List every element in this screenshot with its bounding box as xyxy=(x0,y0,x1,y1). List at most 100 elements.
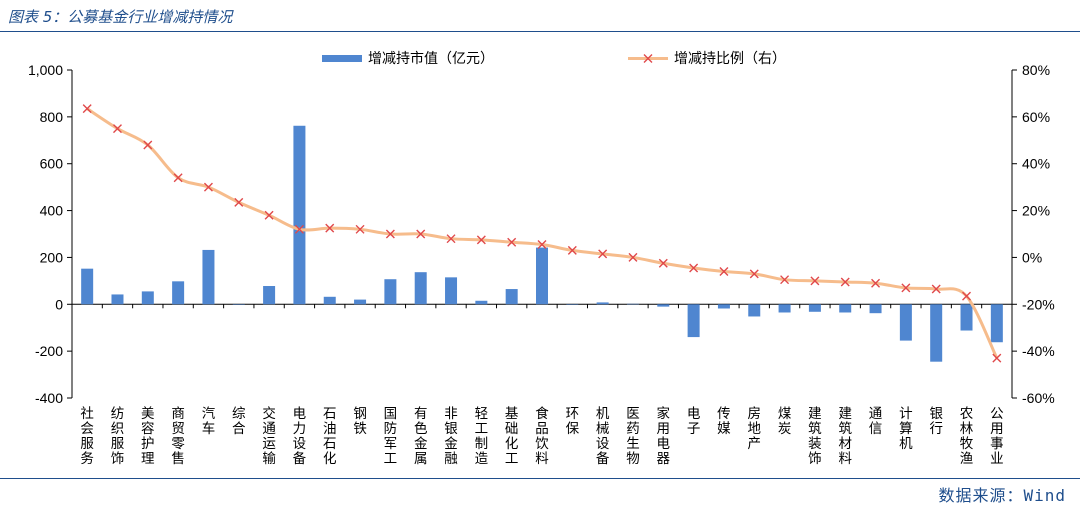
bar xyxy=(505,289,518,305)
chart-axes: -400 -200 0 200 400 600 800 1,000 -60% -40% -20% 0%… xyxy=(28,62,1055,406)
category-label: 电子 xyxy=(687,406,701,437)
right-tick-label: 0% xyxy=(1022,249,1042,265)
bar xyxy=(899,304,912,341)
category-label: 轻工制造 xyxy=(475,406,489,467)
category-label: 社会服务 xyxy=(80,406,94,467)
category-label: 银行 xyxy=(929,406,943,437)
right-tick-label: 20% xyxy=(1022,203,1050,219)
category-label: 钢铁 xyxy=(353,406,367,437)
category-label: 美容护理 xyxy=(141,406,155,467)
bar xyxy=(202,249,215,305)
line-point xyxy=(355,224,365,234)
line-point xyxy=(749,269,759,279)
line-point xyxy=(112,124,122,134)
bar xyxy=(263,286,276,305)
bar xyxy=(354,299,367,305)
legend-bar-swatch xyxy=(322,55,362,62)
legend: 增减持市值（亿元） 增减持比例（右） xyxy=(322,50,786,67)
line-point xyxy=(689,263,699,273)
left-tick-label: 0 xyxy=(55,296,63,312)
category-label: 电力设备 xyxy=(293,406,307,467)
category-label: 纺织服饰 xyxy=(111,406,125,467)
line-point xyxy=(82,104,92,114)
line-point xyxy=(992,353,1002,363)
bar xyxy=(839,304,852,313)
legend-line-marker xyxy=(643,54,653,63)
right-tick-label: -60% xyxy=(1022,390,1055,406)
bar xyxy=(566,304,579,305)
line-point xyxy=(810,276,820,286)
line-point xyxy=(476,235,486,245)
left-tick-label: 400 xyxy=(40,203,64,219)
category-label: 煤炭 xyxy=(778,406,792,437)
bottom-rule xyxy=(0,478,1080,479)
line-point xyxy=(385,229,395,239)
category-label: 房地产 xyxy=(748,406,762,452)
bar xyxy=(323,296,336,305)
line-point xyxy=(931,284,941,294)
right-tick-label: 60% xyxy=(1022,109,1050,125)
line-point xyxy=(446,234,456,244)
category-label: 环保 xyxy=(566,406,580,437)
line-series xyxy=(82,104,1002,363)
line-point xyxy=(871,278,881,288)
bar xyxy=(960,304,973,331)
category-label: 石油石化 xyxy=(323,406,337,467)
line-point xyxy=(507,237,517,247)
bar xyxy=(596,302,609,305)
category-label: 计算机 xyxy=(899,406,913,452)
category-label: 汽车 xyxy=(202,406,216,437)
bar xyxy=(414,272,427,305)
line-point xyxy=(658,258,668,268)
bar xyxy=(232,304,245,305)
bar xyxy=(778,304,791,313)
top-rule xyxy=(0,31,1080,32)
category-label: 国防军工 xyxy=(384,406,398,467)
line-point xyxy=(143,140,153,150)
line-point xyxy=(780,275,790,285)
bar xyxy=(445,277,458,305)
category-label: 通信 xyxy=(869,406,883,437)
figure-header: 图表 5：公募基金行业增减持情况 xyxy=(8,4,232,30)
line-point xyxy=(264,210,274,220)
bar xyxy=(81,268,94,305)
source-note: 数据来源：Wind xyxy=(938,486,1066,505)
bar xyxy=(626,303,639,305)
bar xyxy=(536,247,548,305)
category-label: 医药生物 xyxy=(626,406,640,467)
category-label: 家用电器 xyxy=(657,405,671,467)
category-label: 机械设备 xyxy=(596,406,610,467)
right-tick-label: 80% xyxy=(1022,62,1050,78)
bar xyxy=(475,300,488,305)
bar xyxy=(293,125,306,305)
figure-title: 图表 5：公募基金行业增减持情况 xyxy=(8,8,233,26)
line-point xyxy=(598,249,608,259)
category-label: 建筑材料 xyxy=(838,406,852,467)
line-point xyxy=(234,197,244,207)
line-point xyxy=(840,277,850,287)
bar xyxy=(384,279,397,305)
legend-bar-label: 增减持市值（亿元） xyxy=(368,50,494,67)
bar xyxy=(657,304,670,307)
right-tick-label: -20% xyxy=(1022,296,1055,312)
left-tick-label: 600 xyxy=(40,156,64,172)
line-point xyxy=(537,240,547,250)
bar xyxy=(172,281,185,305)
right-tick-label: -40% xyxy=(1022,343,1055,359)
bar-series xyxy=(81,125,1003,362)
line-point xyxy=(173,173,183,183)
category-label: 非银金融 xyxy=(444,406,458,467)
line-point xyxy=(901,283,911,293)
bar xyxy=(930,304,943,362)
line-point xyxy=(567,245,577,255)
left-tick-label: 1,000 xyxy=(28,62,63,78)
bar xyxy=(687,304,700,338)
line-point xyxy=(962,291,972,301)
line-point xyxy=(203,182,213,192)
category-label: 传媒 xyxy=(717,406,731,437)
left-tick-label: 800 xyxy=(40,109,64,125)
left-tick-label: -200 xyxy=(35,343,63,359)
left-tick-label: -400 xyxy=(35,390,63,406)
